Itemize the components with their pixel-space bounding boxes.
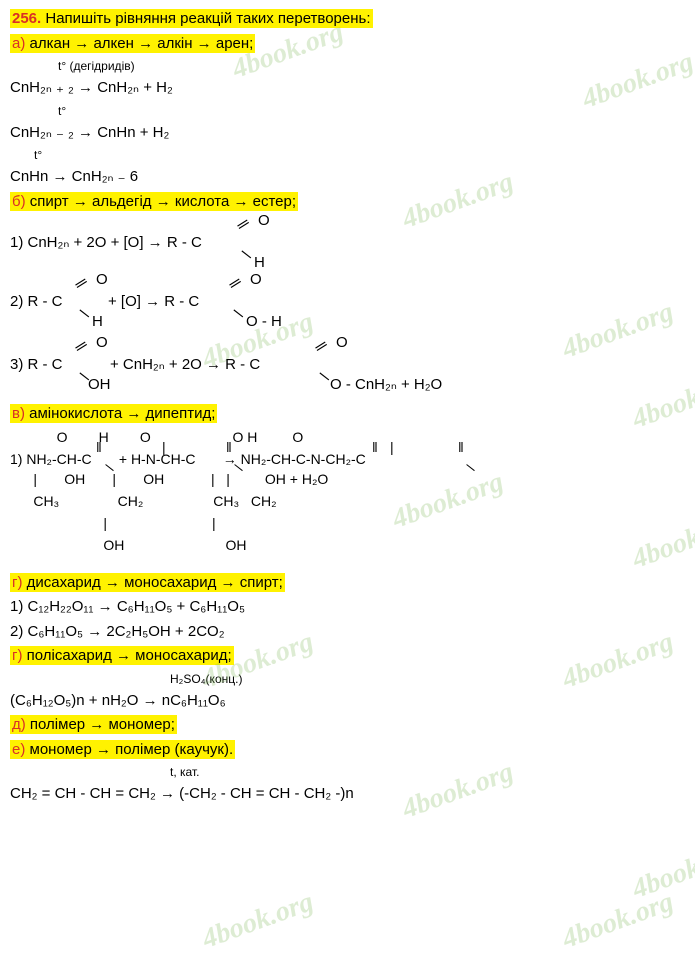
b-eq3-o2: O [336, 334, 348, 351]
section-b-header: б) спирт → альдегід → кислота → естер; [10, 191, 685, 214]
letter-a: а) [12, 35, 25, 52]
dbl: ‖ [458, 439, 464, 455]
b-eq2-o2: O [250, 271, 262, 288]
section-d-header: д) полімер → мономер; [10, 714, 685, 737]
g2-annot: H₂SO₄(конц.) [170, 670, 685, 688]
section-g1-header: г) дисахарид → моносахарид → спирт; [10, 572, 685, 595]
chain-g1: дисахарид → моносахарид → спирт; [22, 574, 282, 591]
annot-a2: t° [58, 102, 685, 120]
b-eq2-o1: O [96, 271, 108, 288]
e-eq: CH₂ = CH - CH = CH₂ → (-CH₂ - CH = CH - … [10, 783, 685, 806]
task-title: Напишіть рівняння реакцій таких перетвор… [45, 10, 370, 27]
letter-g1: г) [12, 574, 22, 591]
annot-a1: t° (дегідридів) [58, 57, 685, 75]
diag-line: ─ [236, 244, 256, 265]
chain-b: спирт → альдегід → кислота → естер; [26, 193, 296, 210]
task-number: 256. [12, 10, 41, 27]
v-oh: | OH | OH | | OH + H₂O [10, 471, 328, 487]
diag-line: ─ [74, 303, 94, 324]
e-annot: t, кат. [170, 763, 685, 781]
b-eq3-oh1: OH [88, 376, 111, 393]
v-bar: | | [10, 515, 216, 531]
diag: ─ [462, 457, 480, 476]
g1-eq2: 2) C₆H₁₁O₅ → 2C₂H₅OH + 2CO₂ [10, 621, 685, 644]
b-eq2-h1: H [92, 313, 103, 330]
eq-a3: CnHn → CnH₂ₙ ₋ 6 [10, 166, 685, 189]
b-eq3-mid: + CnH₂ₙ + 2O → R - C [110, 356, 260, 373]
sgl: | [390, 439, 394, 455]
b-eq1-o: O [258, 212, 270, 229]
diag-line: ─ [228, 303, 248, 324]
eq-a1: CnH₂ₙ ₊ ₂ → CnH₂ₙ + H₂ [10, 77, 685, 100]
b-eq3-bot2: O - CnH₂ₙ + H₂O [330, 376, 442, 393]
diag-line: ═ [226, 273, 245, 295]
watermark: 4book.org [626, 831, 695, 910]
v-last: OH OH [10, 537, 246, 553]
section-e-header: е) мономер → полімер (каучук). [10, 739, 685, 762]
chain-v: амінокислота → дипептид; [25, 405, 215, 422]
chain-d: полімер → мономер; [26, 716, 175, 733]
g2-eq: (C₆H₁₂O₅)n + nH₂O → nC₆H₁₁O₆ [10, 690, 685, 713]
b-eq1-left: 1) CnH₂ₙ + 2O + [O] → R - C [10, 234, 202, 251]
diag-line: ═ [312, 336, 331, 358]
v-main: 1) NH₂-CH-C + H-N-CH-C → NH₂-CH-C-N-CH₂-… [10, 451, 366, 467]
letter-v: в) [12, 405, 25, 422]
b-eq2-mid: + [O] → R - C [108, 293, 199, 310]
letter-b: б) [12, 193, 26, 210]
b-eq2-oh: O - H [246, 313, 282, 330]
v-top: O H O O H O [10, 429, 303, 445]
v-eq1: O H O O H O ‖ | ‖ ‖ | ‖ 1) NH₂-CH-C + H-… [10, 429, 685, 569]
letter-d: д) [12, 716, 26, 733]
b-eq3-l1: 3) R - C [10, 356, 63, 373]
section-v-header: в) амінокислота → дипептид; [10, 403, 685, 426]
diag-line: ═ [72, 273, 91, 295]
diag-line: ═ [72, 336, 91, 358]
task-title-line: 256. Напишіть рівняння реакцій таких пер… [10, 8, 685, 31]
watermark: 4book.org [556, 881, 679, 960]
section-a-header: а) алкан → алкен → алкін → арен; [10, 33, 685, 56]
b-eq3-o1: O [96, 334, 108, 351]
b-eq2-l1: 2) R - C [10, 293, 63, 310]
dbl: ‖ [372, 439, 378, 455]
chain-e: мономер → полімер (каучук). [25, 741, 233, 758]
letter-e: е) [12, 741, 25, 758]
watermark: 4book.org [196, 881, 319, 960]
chain-a: алкан → алкен → алкін → арен; [25, 35, 253, 52]
chain-g2: полісахарид → моносахарид; [22, 647, 231, 664]
annot-a3: t° [34, 146, 685, 164]
b-eq1: 1) CnH₂ₙ + 2O + [O] → R - C ═ O ─ H [10, 216, 685, 270]
letter-g2: г) [12, 647, 22, 664]
section-g2-header: г) полісахарид → моносахарид; [10, 645, 685, 668]
b-eq3: 3) R - C ═ O ─ OH + CnH₂ₙ + 2O → R - C ═… [10, 336, 685, 400]
v-ch3: CH₃ CH₂ CH₃ CH₂ [10, 493, 277, 509]
diag-line: ═ [234, 214, 253, 236]
g1-eq1: 1) C₁₂H₂₂O₁₁ → C₆H₁₁O₅ + C₆H₁₁O₅ [10, 596, 685, 619]
b-eq2: 2) R - C ═ O ─ H + [O] → R - C ═ O ─ O -… [10, 273, 685, 333]
b-eq1-h: H [254, 254, 265, 271]
eq-a2: CnH₂ₙ ₋ ₂ → CnHn + H₂ [10, 122, 685, 145]
